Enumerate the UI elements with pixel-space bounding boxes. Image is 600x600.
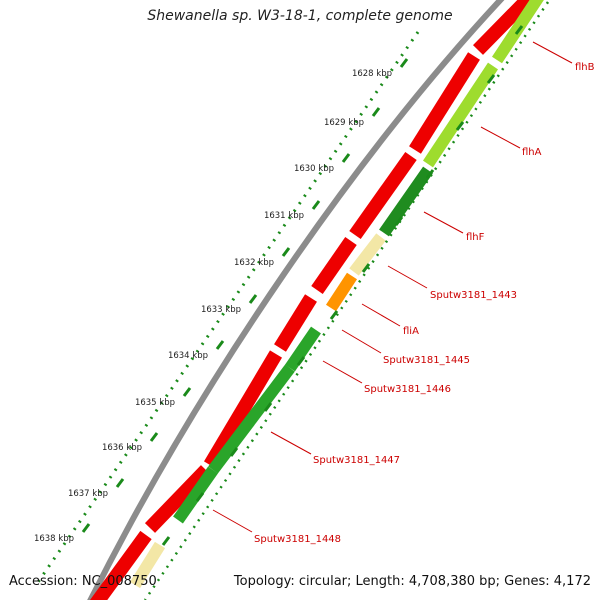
inner-major-tick	[486, 74, 496, 84]
ruler-major-tick	[115, 478, 125, 488]
inner-major-tick	[229, 447, 239, 457]
scale-ruler: 1628 kbp 1629 kbp 1630 kbp 1631 kbp 1632 kbp…	[34, 31, 420, 586]
genome-backbone-inner	[96, 0, 511, 600]
inner-major-tick	[329, 310, 339, 320]
cds-Sputw3181_1446[interactable]	[208, 364, 295, 474]
inner-major-tick	[263, 402, 273, 412]
cds-Sputw3181_1447[interactable]	[173, 466, 218, 524]
cds-forward[interactable]	[203, 350, 283, 469]
cds-forward[interactable]	[89, 530, 152, 600]
gene-leader-line	[361, 303, 401, 327]
ruler-tick-label: 1635 kbp	[135, 398, 175, 408]
cds-fliA[interactable]	[325, 272, 358, 312]
inner-major-tick	[296, 356, 306, 366]
ruler-tick-label: 1638 kbp	[34, 534, 74, 544]
ruler-tick-label: 1630 kbp	[294, 164, 334, 174]
inner-major-tick	[361, 263, 371, 273]
ruler-major-tick	[248, 294, 258, 304]
gene-label-Sputw3181_1445[interactable]: Sputw3181_1445	[383, 355, 470, 366]
ruler-tick-label: 1637 kbp	[68, 489, 108, 499]
ruler-major-tick	[182, 387, 192, 397]
cds-forward[interactable]	[409, 52, 480, 154]
gene-label-flhA[interactable]: flhA	[522, 147, 542, 158]
ruler-major-tick	[215, 340, 225, 350]
cds-forward[interactable]	[274, 294, 317, 352]
gene-leader-line	[423, 211, 464, 234]
cds-Sputw3181_1448[interactable]	[129, 541, 166, 589]
inner-tick-track	[143, 1, 550, 600]
gene-label-Sputw3181_1448[interactable]: Sputw3181_1448	[254, 534, 341, 545]
cds-flhF[interactable]	[379, 166, 433, 237]
ruler-major-tick	[281, 247, 291, 257]
ruler-tick-label: 1632 kbp	[234, 258, 274, 268]
ruler-major-tick	[311, 200, 321, 210]
forward-strand-track	[89, 0, 537, 600]
ruler-tick-label: 1628 kbp	[352, 69, 392, 79]
ruler-tick-label: 1629 kbp	[324, 118, 364, 128]
cds-forward[interactable]	[473, 0, 537, 55]
gene-leader-line	[341, 329, 382, 354]
gene-label-Sputw3181_1446[interactable]: Sputw3181_1446	[364, 384, 451, 395]
inner-major-tick	[195, 492, 205, 502]
inner-major-tick	[161, 536, 171, 546]
inner-major-tick	[455, 121, 465, 131]
gene-leader-line	[532, 41, 573, 64]
inner-major-tick	[425, 169, 435, 179]
gene-label-Sputw3181_1443[interactable]: Sputw3181_1443	[430, 290, 517, 301]
ruler-major-tick	[371, 107, 381, 117]
cds-flhB[interactable]	[491, 0, 544, 64]
ruler-major-tick	[81, 523, 91, 533]
map-title: Shewanella sp. W3-18-1, complete genome	[147, 8, 453, 24]
genome-summary-text: Topology: circular; Length: 4,708,380 bp…	[233, 574, 591, 589]
gene-label-fliA[interactable]: fliA	[403, 326, 419, 337]
ruler-tick-label: 1636 kbp	[102, 443, 142, 453]
gene-leader-line	[322, 360, 363, 384]
gene-label-flhB[interactable]: flhB	[575, 62, 595, 73]
gene-label-Sputw3181_1447[interactable]: Sputw3181_1447	[313, 455, 400, 466]
ruler-major-tick	[399, 58, 409, 68]
gene-leader-line	[480, 126, 521, 149]
genome-backbone	[87, 0, 505, 600]
cds-Sputw3181_1443[interactable]	[349, 233, 386, 276]
inner-major-tick	[394, 216, 404, 226]
cds-flhA[interactable]	[422, 62, 499, 168]
ruler-tick-label: 1631 kbp	[264, 211, 304, 221]
cds-forward[interactable]	[311, 237, 357, 294]
inner-major-tick	[514, 25, 524, 35]
gene-leader-line	[387, 265, 428, 289]
cds-forward[interactable]	[144, 465, 212, 533]
accession-text: Accession: NC_008750	[9, 574, 157, 589]
ruler-major-tick	[341, 153, 351, 163]
gene-label-flhF[interactable]: flhF	[466, 232, 485, 243]
gene-leader-line	[270, 431, 312, 455]
ruler-tick-label: 1634 kbp	[168, 351, 208, 361]
reverse-strand-track	[129, 0, 544, 589]
gene-leader-line	[212, 509, 253, 533]
cds-Sputw3181_1445[interactable]	[285, 326, 321, 372]
ruler-tick-label: 1633 kbp	[201, 305, 241, 315]
gene-label-layer: flhB flhA flhF Sputw3181_1443 fliA Sputw3181_…	[212, 41, 595, 545]
ruler-major-tick	[149, 432, 159, 442]
cds-forward[interactable]	[349, 151, 417, 240]
inner-dotted-axis	[143, 1, 550, 600]
